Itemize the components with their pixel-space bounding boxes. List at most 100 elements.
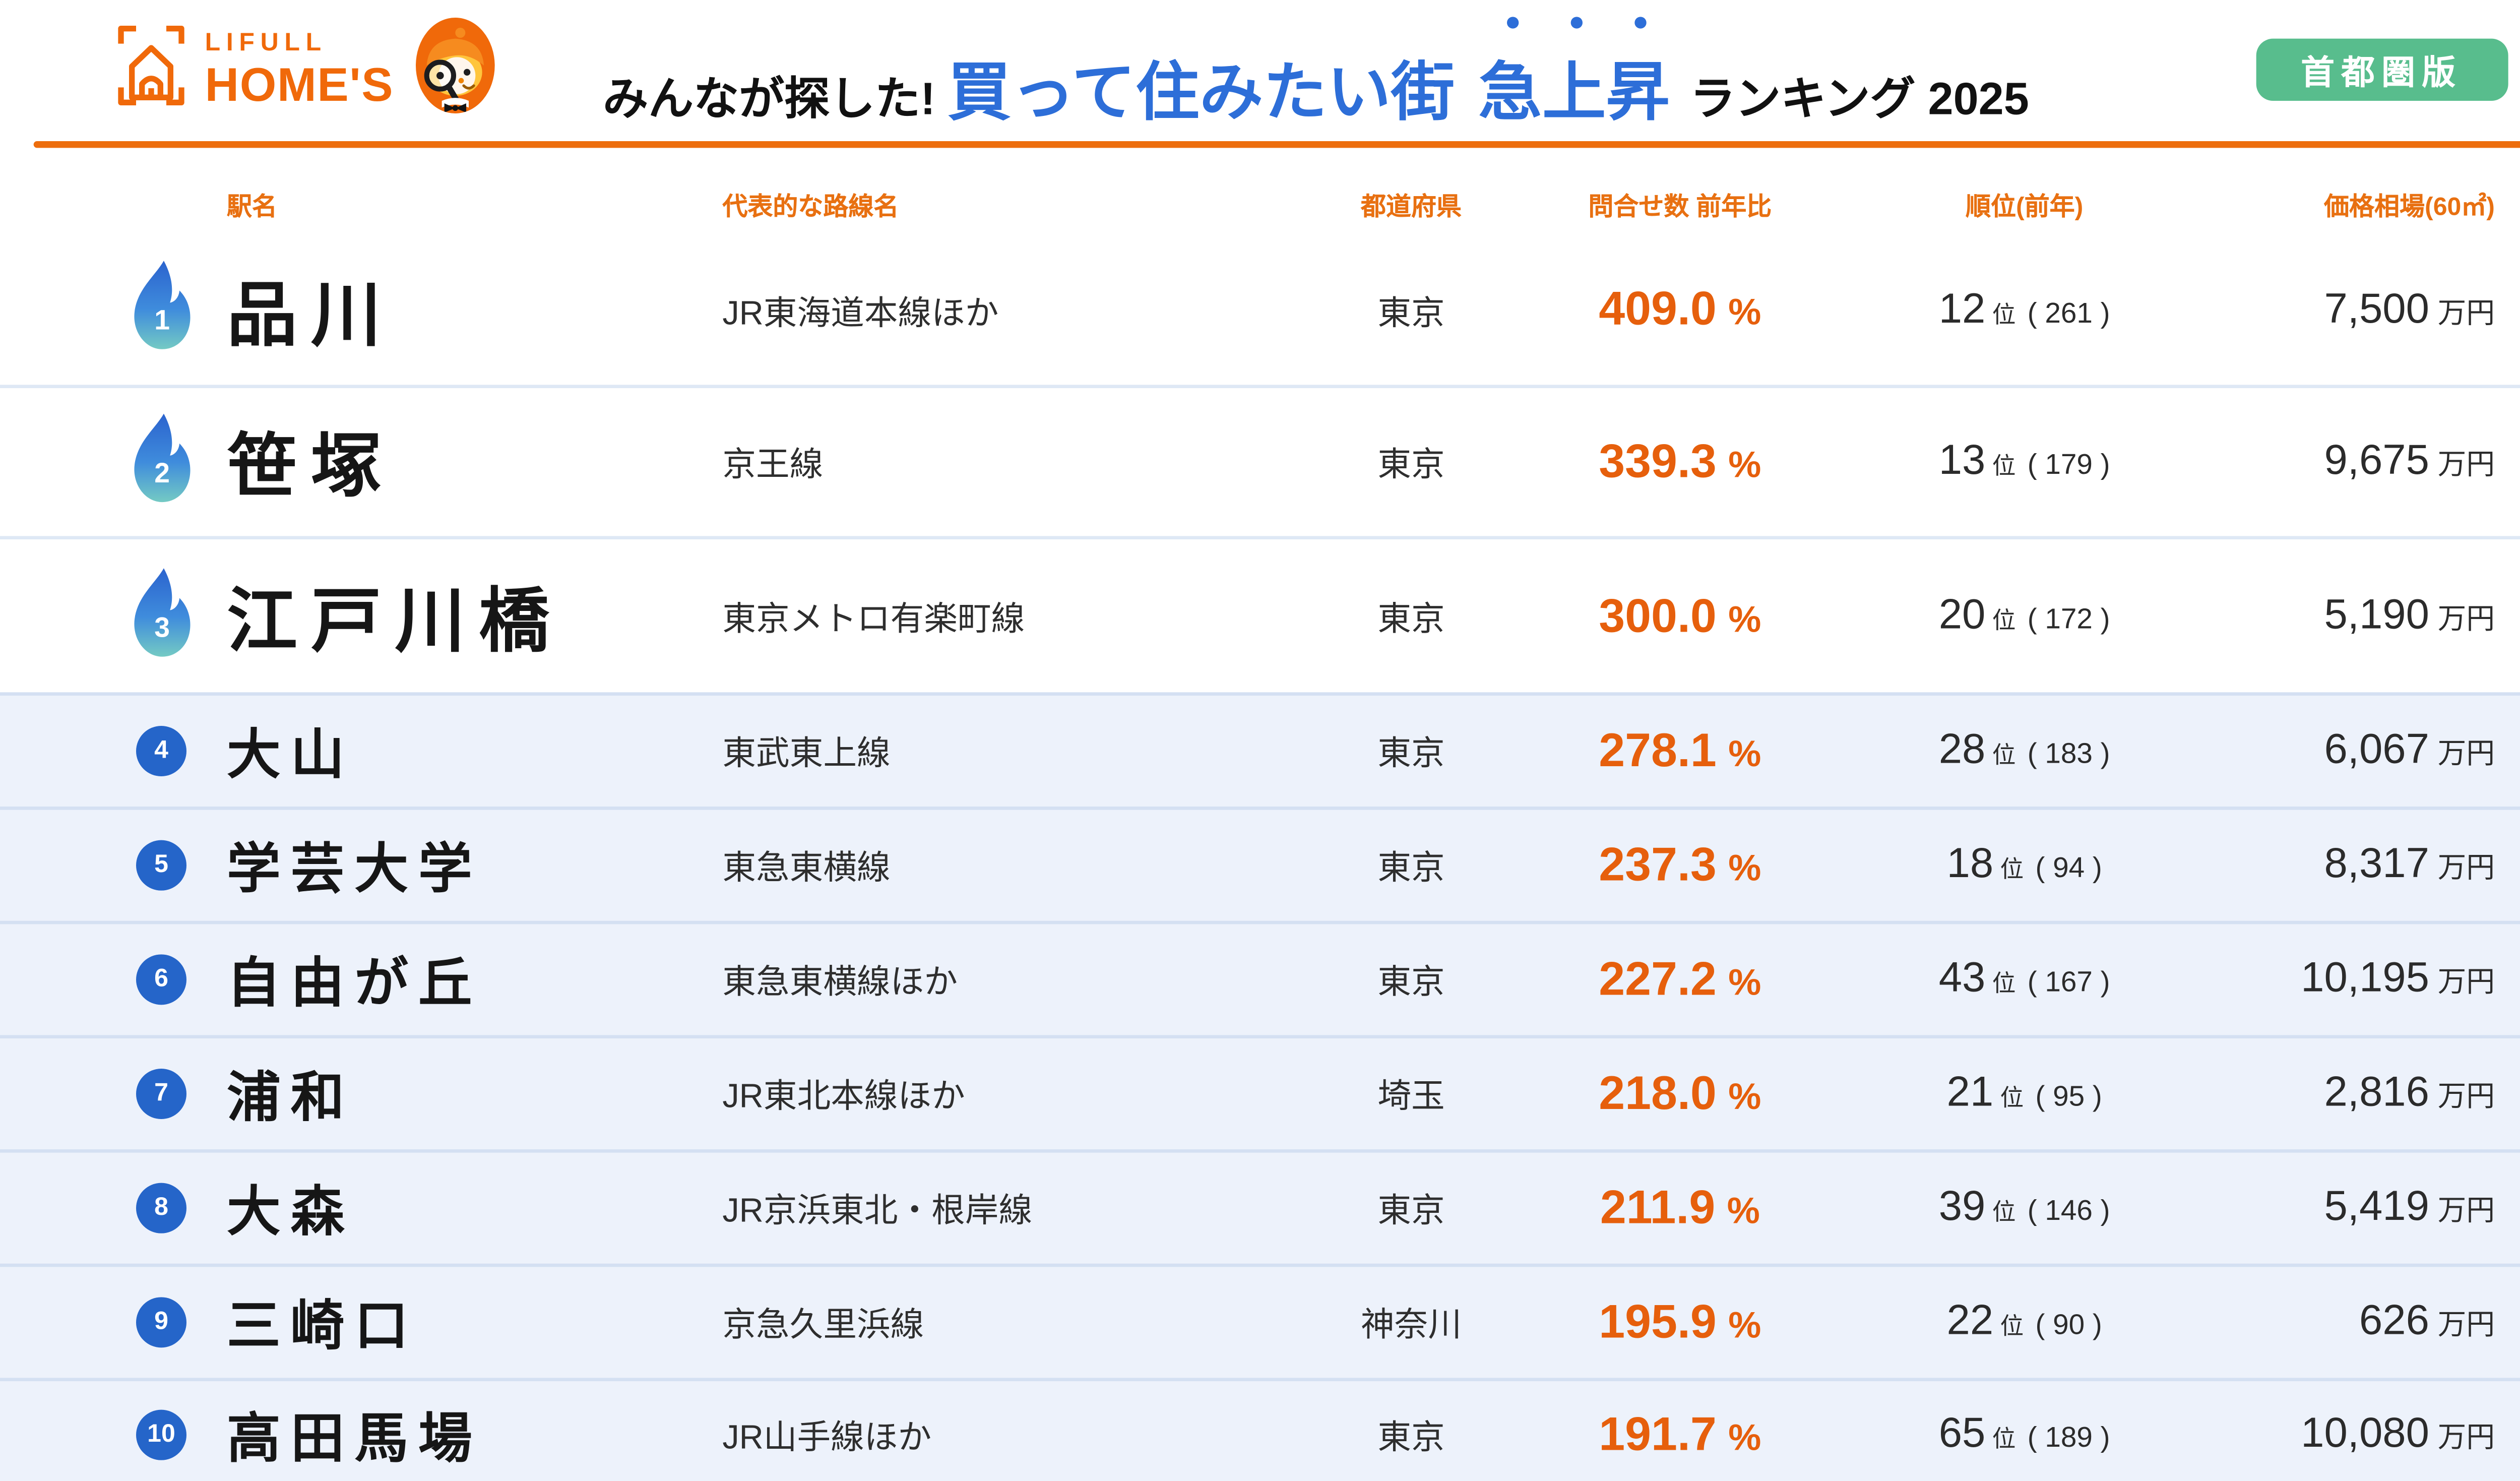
prefecture: 東京	[1377, 965, 1445, 1003]
rank-value: 21 位( 95 )	[1946, 1069, 2102, 1117]
inquiry-pct: 278.1%	[1599, 724, 1761, 776]
prefecture: 埼玉	[1377, 1079, 1445, 1117]
price-value: 626 万円	[2359, 1298, 2495, 1345]
rank-value: 13 位( 179 )	[1938, 438, 2110, 485]
rank-value: 43 位( 167 )	[1938, 955, 2110, 1003]
title-highlight: 買って住みたい街	[947, 58, 1455, 130]
rank-flame-badge: 3	[130, 567, 195, 664]
homes-mascot-icon	[415, 17, 496, 122]
prefecture: 神奈川	[1360, 1308, 1462, 1345]
inquiry-pct: 409.0%	[1599, 283, 1761, 335]
price-value: 8,317 万円	[2324, 841, 2495, 888]
price-value: 7,500 万円	[2324, 285, 2495, 333]
line-name: JR東海道本線ほか	[722, 295, 999, 333]
lifull-homes-logo: LIFULL HOME'S	[117, 17, 496, 122]
inquiry-pct: 218.0%	[1599, 1067, 1761, 1119]
column-header-station: 駅名	[226, 193, 278, 222]
title-prefix: みんなが探した!	[603, 74, 936, 125]
column-header-line: 代表的な路線名	[722, 193, 899, 222]
rank-badge-cell: 1	[0, 261, 210, 358]
svg-text:2: 2	[154, 457, 170, 488]
table-row: 9 三崎口 京急久里浜線 神奈川 195.9% 22 位( 90 ) 626 万円	[0, 1263, 2520, 1378]
column-header-inquiry-pct: 問合せ数 前年比	[1588, 193, 1772, 222]
inquiry-pct: 191.7%	[1599, 1408, 1761, 1460]
header: LIFULL HOME'S	[0, 0, 2520, 141]
rank-circle-badge: 4	[136, 725, 186, 776]
rank-badge-cell: 7	[0, 1068, 210, 1119]
table-row: 10 高田馬場 JR山手線ほか 東京 191.7% 65 位( 189 ) 10,…	[0, 1378, 2520, 1481]
rank-badge-cell: 5	[0, 840, 210, 891]
rank-circle-badge: 7	[136, 1068, 186, 1119]
rank-value: 20 位( 172 )	[1938, 591, 2110, 639]
station-name: 三崎口	[226, 1295, 419, 1356]
rank-circle-badge: 6	[136, 954, 186, 1005]
line-name: JR山手線ほか	[722, 1421, 932, 1458]
rank-badge-cell: 2	[0, 413, 210, 511]
inquiry-pct: 237.3%	[1599, 838, 1761, 891]
rank-value: 39 位( 146 )	[1938, 1184, 2110, 1231]
prefecture: 東京	[1377, 1421, 1445, 1458]
rank-value: 65 位( 189 )	[1938, 1410, 2110, 1458]
rank-circle-badge: 5	[136, 840, 186, 891]
rank-badge-cell: 3	[0, 567, 210, 664]
rank-value: 18 位( 94 )	[1946, 841, 2102, 888]
table-row: 3 江戸川橋 東京メトロ有楽町線 東京 300.0% 20 位( 172 ) 5,…	[0, 540, 2520, 693]
rank-value: 22 位( 90 )	[1946, 1298, 2102, 1345]
column-header-row: 駅名 代表的な路線名 都道府県 問合せ数 前年比 順位(前年) 価格相場(60㎡…	[0, 148, 2520, 235]
price-value: 5,190 万円	[2324, 591, 2495, 639]
line-name: 東急東横線	[722, 851, 891, 888]
table-row: 8 大森 JR京浜東北・根岸線 東京 211.9% 39 位( 146 ) 5,4…	[0, 1149, 2520, 1264]
emphasis-dot	[1507, 17, 1520, 29]
house-brackets-icon	[117, 24, 184, 116]
inquiry-pct: 300.0%	[1599, 589, 1761, 642]
prefecture: 東京	[1377, 295, 1445, 333]
column-header-price: 価格相場(60㎡)	[2324, 193, 2495, 222]
line-name: JR東北本線ほか	[722, 1079, 965, 1117]
station-name: 学芸大学	[226, 838, 482, 899]
prefecture: 東京	[1377, 736, 1445, 774]
table-row: 7 浦和 JR東北本線ほか 埼玉 218.0% 21 位( 95 ) 2,816 万…	[0, 1035, 2520, 1149]
prefecture: 東京	[1377, 448, 1445, 485]
table-row: 2 笹塚 京王線 東京 339.3% 13 位( 179 ) 9,675 万円	[0, 387, 2520, 540]
rank-badge-cell: 4	[0, 725, 210, 776]
rank-badge-cell: 8	[0, 1183, 210, 1233]
rank-flame-badge: 1	[130, 261, 195, 358]
rank-badge-cell: 10	[0, 1409, 210, 1460]
inquiry-pct: 227.2%	[1599, 952, 1761, 1005]
table-rows: 1 品川 JR東海道本線ほか 東京 409.0% 12 位( 261 ) 7,50…	[0, 235, 2520, 1481]
ranking-table: 駅名 代表的な路線名 都道府県 問合せ数 前年比 順位(前年) 価格相場(60㎡…	[0, 148, 2520, 1481]
price-value: 10,195 万円	[2301, 955, 2495, 1003]
price-value: 6,067 万円	[2324, 726, 2495, 774]
line-name: 京急久里浜線	[722, 1308, 924, 1345]
price-value: 9,675 万円	[2324, 438, 2495, 485]
station-name: 浦和	[226, 1067, 355, 1128]
rank-badge-cell: 6	[0, 954, 210, 1005]
price-value: 2,816 万円	[2324, 1069, 2495, 1117]
price-value: 10,080 万円	[2301, 1410, 2495, 1458]
header-divider	[33, 141, 2520, 148]
column-header-prefecture: 都道府県	[1360, 193, 1462, 222]
emphasis-dots	[1482, 17, 1673, 29]
line-name: 東京メトロ有楽町線	[722, 601, 1025, 639]
column-header-rank: 順位(前年)	[1965, 193, 2084, 222]
line-name: JR京浜東北・根岸線	[722, 1194, 1033, 1231]
emphasis-dot	[1571, 17, 1584, 29]
station-name: 高田馬場	[226, 1408, 482, 1469]
rank-flame-badge: 2	[130, 413, 195, 511]
svg-text:1: 1	[154, 305, 170, 336]
line-name: 東急東横線ほか	[722, 965, 958, 1003]
title-highlight-word: 急上昇	[1478, 58, 1670, 130]
region-badge: 首都圏版	[2255, 38, 2508, 101]
logo-lifull: LIFULL	[205, 28, 327, 57]
line-name: 京王線	[722, 448, 824, 485]
title-suffix: ランキング 2025	[1690, 74, 2029, 125]
rank-circle-badge: 8	[136, 1183, 186, 1233]
rank-circle-badge: 10	[136, 1409, 186, 1460]
rank-badge-cell: 9	[0, 1297, 210, 1348]
inquiry-pct: 195.9%	[1599, 1295, 1761, 1348]
station-name: 大森	[226, 1181, 355, 1242]
prefecture: 東京	[1377, 601, 1445, 639]
rank-value: 12 位( 261 )	[1938, 285, 2110, 333]
table-row: 6 自由が丘 東急東横線ほか 東京 227.2% 43 位( 167 ) 10,1…	[0, 920, 2520, 1035]
rank-value: 28 位( 183 )	[1938, 726, 2110, 774]
